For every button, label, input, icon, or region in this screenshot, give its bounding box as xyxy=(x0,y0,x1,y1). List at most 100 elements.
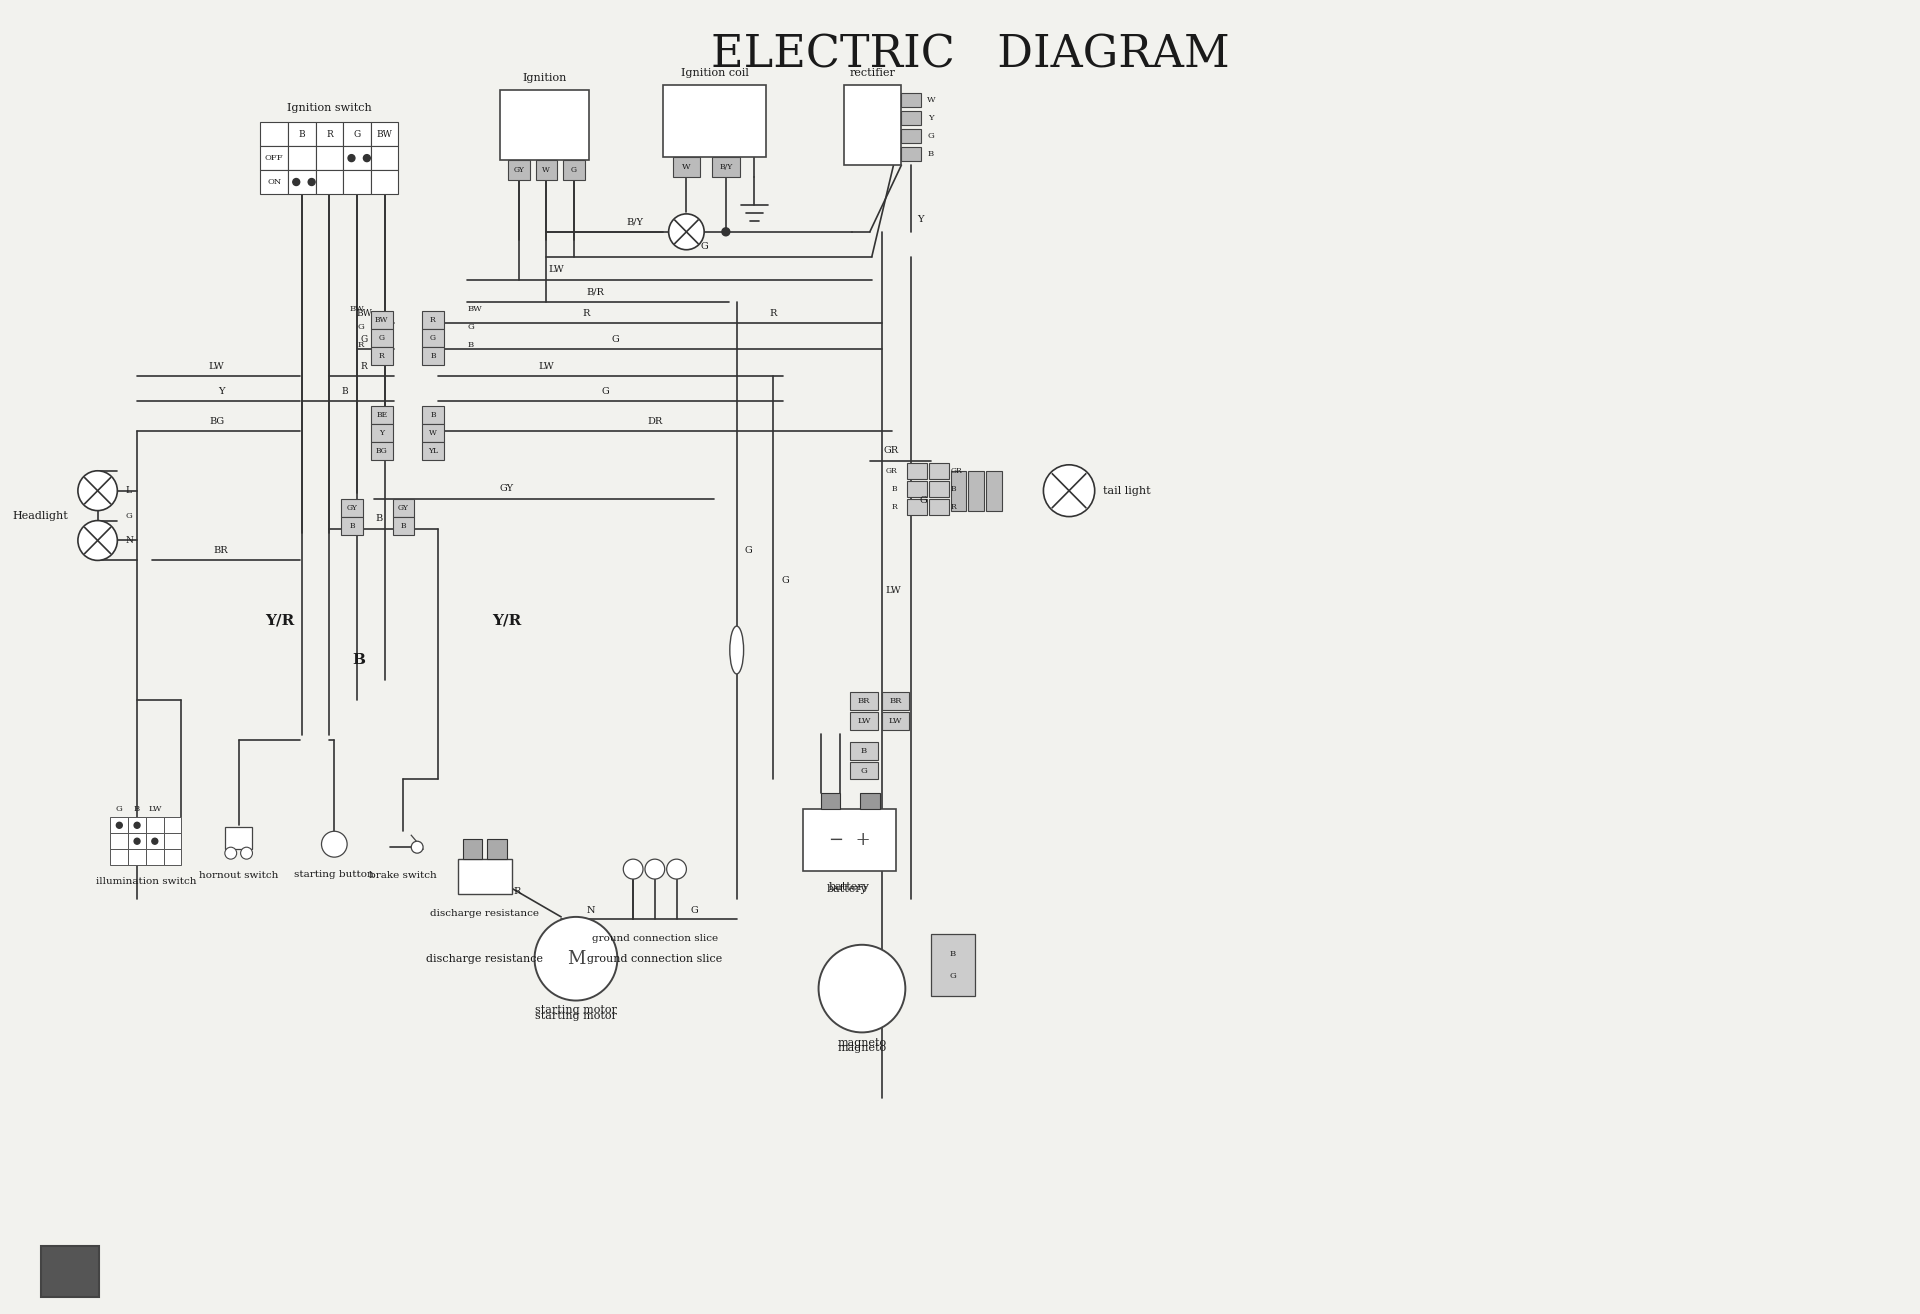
Bar xyxy=(422,347,444,365)
Text: G: G xyxy=(920,497,927,505)
Text: R: R xyxy=(582,309,589,318)
Text: Ignition: Ignition xyxy=(522,74,566,84)
Bar xyxy=(288,146,315,170)
Text: Y: Y xyxy=(918,215,924,225)
Text: R: R xyxy=(326,130,332,139)
Bar xyxy=(288,170,315,194)
Text: LW: LW xyxy=(889,716,902,725)
Bar xyxy=(422,424,444,442)
Bar xyxy=(371,424,392,442)
Bar xyxy=(422,311,444,330)
Text: ground connection slice: ground connection slice xyxy=(591,934,718,943)
Text: LW: LW xyxy=(538,361,555,371)
Text: B: B xyxy=(467,342,474,350)
Text: R: R xyxy=(357,342,365,350)
Text: BW: BW xyxy=(376,130,392,139)
Text: R: R xyxy=(950,503,956,511)
Bar xyxy=(968,470,985,511)
Text: B: B xyxy=(860,746,868,754)
Bar xyxy=(163,849,182,865)
Circle shape xyxy=(225,848,236,859)
Bar xyxy=(536,160,557,180)
Text: −  +: − + xyxy=(829,832,870,849)
Circle shape xyxy=(117,823,123,828)
Text: R: R xyxy=(891,503,897,511)
Text: BR: BR xyxy=(213,545,228,555)
Bar xyxy=(146,817,163,833)
Text: GY: GY xyxy=(499,485,515,493)
Bar xyxy=(344,170,371,194)
Text: Y/R: Y/R xyxy=(492,614,522,627)
Text: Headlight: Headlight xyxy=(12,511,67,520)
Text: N: N xyxy=(586,907,595,916)
Text: G: G xyxy=(691,907,699,916)
Text: B: B xyxy=(430,352,436,360)
Text: starting motor: starting motor xyxy=(536,1012,616,1021)
Bar xyxy=(908,463,927,478)
Circle shape xyxy=(818,945,906,1033)
Text: BW: BW xyxy=(355,309,372,318)
Text: tail light: tail light xyxy=(1102,486,1150,495)
Text: G: G xyxy=(467,323,474,331)
Bar xyxy=(929,463,948,478)
Text: G: G xyxy=(701,242,708,251)
Text: G: G xyxy=(361,335,367,344)
Text: B: B xyxy=(950,950,956,958)
Text: GY: GY xyxy=(348,503,357,511)
Bar xyxy=(422,442,444,460)
Circle shape xyxy=(309,179,315,185)
Text: B: B xyxy=(950,485,956,493)
Text: R: R xyxy=(361,361,367,371)
Bar xyxy=(42,1246,98,1297)
Bar xyxy=(662,85,766,158)
Text: GY: GY xyxy=(513,166,524,173)
Bar xyxy=(371,330,392,347)
Text: LW: LW xyxy=(549,265,564,275)
Text: starting button: starting button xyxy=(294,870,374,879)
Text: 30: 30 xyxy=(54,1260,84,1282)
Bar xyxy=(371,146,399,170)
Bar xyxy=(129,817,146,833)
Bar xyxy=(111,817,129,833)
Text: GR: GR xyxy=(950,466,962,474)
Bar xyxy=(931,934,975,996)
Circle shape xyxy=(134,838,140,844)
Bar xyxy=(457,859,513,894)
Text: magneto: magneto xyxy=(837,1043,887,1054)
Text: R: R xyxy=(513,887,520,896)
Bar xyxy=(712,158,739,177)
Bar xyxy=(371,170,399,194)
Text: Y: Y xyxy=(927,114,933,122)
Text: DR: DR xyxy=(647,417,662,426)
Text: B/R: B/R xyxy=(588,286,605,296)
Bar xyxy=(371,442,392,460)
Text: B/Y: B/Y xyxy=(720,163,732,171)
Bar xyxy=(422,330,444,347)
Text: battery: battery xyxy=(829,882,870,892)
Bar xyxy=(163,817,182,833)
Text: W: W xyxy=(428,428,438,438)
Circle shape xyxy=(668,214,705,250)
Text: B: B xyxy=(430,411,436,419)
Text: G: G xyxy=(570,166,578,173)
Bar xyxy=(344,122,371,146)
Bar xyxy=(851,762,877,779)
Bar xyxy=(315,170,344,194)
Text: G: G xyxy=(860,766,868,774)
Bar xyxy=(315,122,344,146)
Text: Y/R: Y/R xyxy=(265,614,294,627)
Bar xyxy=(851,692,877,710)
Text: W: W xyxy=(682,163,691,171)
Circle shape xyxy=(1043,465,1094,516)
Text: B: B xyxy=(401,522,407,530)
Bar xyxy=(288,122,315,146)
Circle shape xyxy=(134,823,140,828)
Text: hornout switch: hornout switch xyxy=(200,871,278,879)
Bar xyxy=(463,840,482,859)
Text: B: B xyxy=(349,522,355,530)
Circle shape xyxy=(534,917,618,1000)
Text: BG: BG xyxy=(209,417,225,426)
Bar xyxy=(392,499,415,516)
Text: rectifier: rectifier xyxy=(851,68,897,79)
Circle shape xyxy=(292,179,300,185)
